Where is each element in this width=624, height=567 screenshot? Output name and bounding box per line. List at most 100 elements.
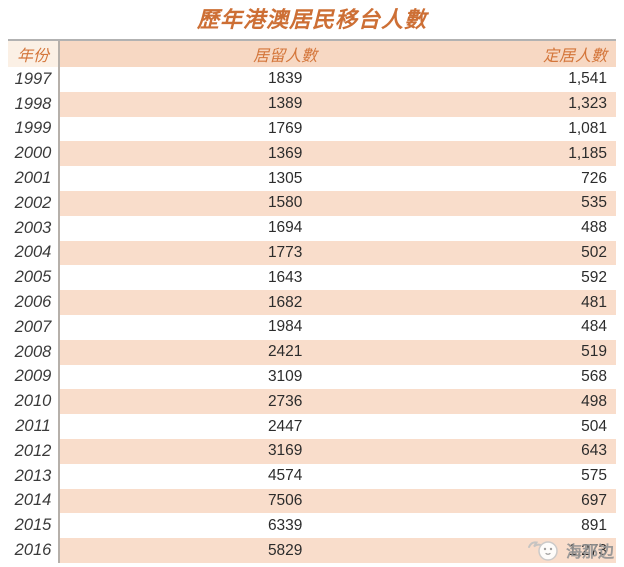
table-row: 2005 1643 592 — [8, 265, 616, 291]
table-body: 1997 1839 1,541 1998 1389 1,323 1999 1769 1,081 2… — [8, 67, 616, 563]
table-header-row: 年份 居留人數 定居人數 — [8, 41, 616, 67]
row-band: 2447 504 — [60, 414, 616, 439]
resident-count-cell: 1305 — [267, 169, 303, 187]
table-row: 2012 3169 643 — [8, 438, 616, 464]
resident-count-cell: 1369 — [267, 144, 303, 162]
resident-count-cell: 4574 — [267, 467, 303, 485]
settle-count-cell: 1,273 — [568, 541, 607, 559]
year-cell: 2002 — [8, 190, 60, 216]
year-cell: 2011 — [8, 414, 60, 439]
settle-count-cell: 488 — [581, 219, 607, 237]
settle-count-cell: 726 — [581, 169, 607, 187]
header-band: 居留人數 定居人數 — [60, 41, 616, 67]
year-cell: 2010 — [8, 389, 60, 415]
row-band: 1682 481 — [60, 290, 616, 315]
year-cell: 1999 — [8, 116, 60, 142]
row-band: 1580 535 — [60, 190, 616, 216]
row-band: 3109 568 — [60, 364, 616, 390]
resident-count-cell: 2421 — [267, 343, 303, 361]
table-row: 2011 2447 504 — [8, 414, 616, 439]
settle-count-cell: 484 — [581, 318, 607, 336]
year-cell: 2000 — [8, 141, 60, 167]
settle-count-cell: 1,541 — [568, 70, 607, 88]
year-cell: 1997 — [8, 67, 60, 92]
year-cell: 2001 — [8, 166, 60, 191]
settle-count-cell: 1,081 — [568, 119, 607, 137]
year-cell: 2005 — [8, 265, 60, 291]
table-row: 1999 1769 1,081 — [8, 116, 616, 142]
resident-count-cell: 1643 — [267, 268, 303, 286]
page-title: 歷年港澳居民移台人數 — [196, 7, 427, 32]
table-row: 2015 6339 891 — [8, 513, 616, 539]
year-cell: 2004 — [8, 240, 60, 266]
table-row: 2013 4574 575 — [8, 463, 616, 489]
header-year: 年份 — [8, 41, 60, 67]
table-row: 2014 7506 697 — [8, 488, 616, 514]
table-row: 1998 1389 1,323 — [8, 91, 616, 117]
settle-count-cell: 643 — [581, 442, 607, 460]
year-cell: 2013 — [8, 463, 60, 489]
table-row: 2016 5829 1,273 — [8, 538, 616, 563]
settle-count-cell: 1,323 — [568, 95, 607, 113]
settle-count-cell: 504 — [581, 417, 607, 435]
table-row: 2009 3109 568 — [8, 364, 616, 390]
resident-count-cell: 7506 — [267, 491, 303, 509]
data-table: 年份 居留人數 定居人數 1997 1839 1,541 1998 1389 1,323 1… — [8, 39, 616, 563]
settle-count-cell: 498 — [581, 392, 607, 410]
settle-count-cell: 592 — [581, 268, 607, 286]
settle-count-cell: 481 — [581, 293, 607, 311]
resident-count-cell: 1773 — [267, 243, 303, 261]
row-band: 2736 498 — [60, 389, 616, 415]
row-band: 1305 726 — [60, 166, 616, 191]
row-band: 1773 502 — [60, 240, 616, 266]
row-band: 3169 643 — [60, 438, 616, 464]
table-row: 2007 1984 484 — [8, 314, 616, 340]
row-band: 1839 1,541 — [60, 67, 616, 92]
row-band: 4574 575 — [60, 463, 616, 489]
row-band: 2421 519 — [60, 339, 616, 365]
settle-count-cell: 575 — [581, 467, 607, 485]
resident-count-cell: 1682 — [267, 293, 303, 311]
row-band: 7506 697 — [60, 488, 616, 514]
table-row: 2002 1580 535 — [8, 190, 616, 216]
resident-count-cell: 1389 — [267, 95, 303, 113]
row-band: 1643 592 — [60, 265, 616, 291]
settle-count-cell: 891 — [581, 516, 607, 534]
row-band: 1984 484 — [60, 314, 616, 340]
resident-count-cell: 3109 — [267, 367, 303, 385]
table-row: 1997 1839 1,541 — [8, 67, 616, 92]
year-cell: 1998 — [8, 91, 60, 117]
header-resident-count: 居留人數 — [253, 48, 318, 65]
settle-count-cell: 568 — [581, 367, 607, 385]
year-cell: 2014 — [8, 488, 60, 514]
row-band: 1769 1,081 — [60, 116, 616, 142]
table-row: 2003 1694 488 — [8, 215, 616, 241]
row-band: 6339 891 — [60, 513, 616, 539]
settle-count-cell: 697 — [581, 491, 607, 509]
year-cell: 2015 — [8, 513, 60, 539]
resident-count-cell: 3169 — [267, 442, 303, 460]
resident-count-cell: 6339 — [267, 516, 303, 534]
year-cell: 2006 — [8, 290, 60, 315]
resident-count-cell: 1839 — [267, 70, 303, 88]
row-band: 1694 488 — [60, 215, 616, 241]
resident-count-cell: 1769 — [267, 119, 303, 137]
row-band: 5829 1,273 — [60, 538, 616, 563]
header-settle-count: 定居人數 — [542, 48, 607, 65]
table-row: 2000 1369 1,185 — [8, 141, 616, 167]
resident-count-cell: 2447 — [267, 417, 303, 435]
table-row: 2008 2421 519 — [8, 339, 616, 365]
year-cell: 2009 — [8, 364, 60, 390]
year-cell: 2008 — [8, 339, 60, 365]
year-cell: 2007 — [8, 314, 60, 340]
table-row: 2001 1305 726 — [8, 166, 616, 191]
table-row: 2006 1682 481 — [8, 290, 616, 315]
resident-count-cell: 1580 — [267, 194, 303, 212]
settle-count-cell: 535 — [581, 194, 607, 212]
resident-count-cell: 2736 — [267, 392, 303, 410]
row-band: 1369 1,185 — [60, 141, 616, 167]
table-row: 2004 1773 502 — [8, 240, 616, 266]
settle-count-cell: 1,185 — [568, 144, 607, 162]
year-cell: 2016 — [8, 538, 60, 563]
